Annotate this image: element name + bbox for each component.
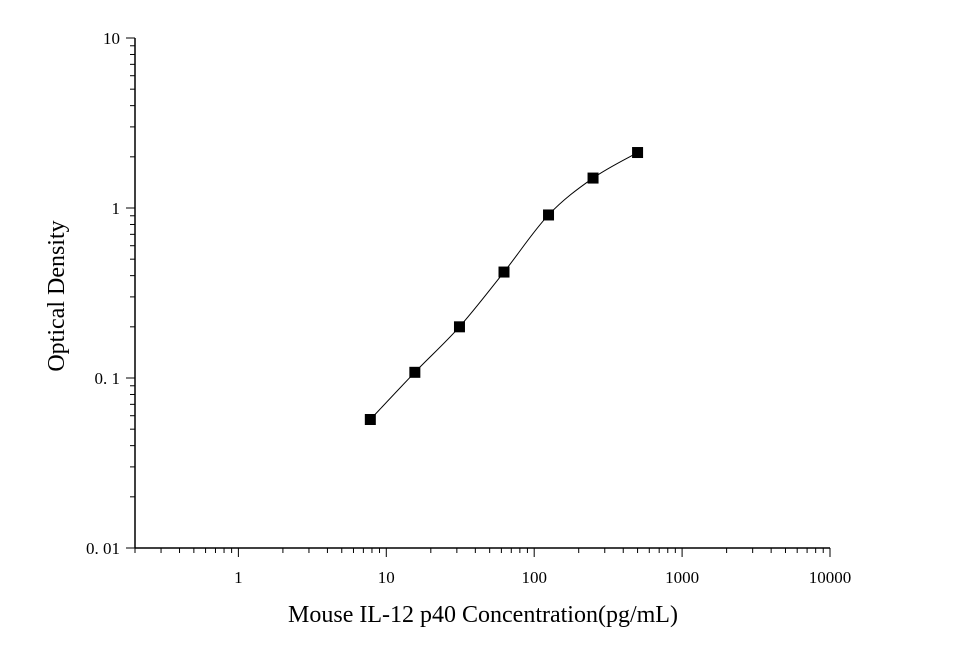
x-ticks: 1 10 100 1000 10000 xyxy=(134,548,852,587)
x-tick-label: 1 xyxy=(234,568,243,587)
data-series xyxy=(364,147,644,426)
x-tick-label: 10 xyxy=(378,568,395,587)
x-tick-label: 10000 xyxy=(809,568,852,587)
y-axis-title: Optical Density xyxy=(44,220,70,371)
y-tick-label: 0. 1 xyxy=(95,369,121,388)
data-point-marker xyxy=(632,147,644,159)
data-point-marker xyxy=(498,266,510,278)
x-axis-title: Mouse IL-12 p40 Concentration(pg/mL) xyxy=(288,602,678,628)
data-point-marker xyxy=(453,321,465,333)
data-point-marker xyxy=(409,366,421,378)
axes xyxy=(134,38,830,549)
series-line xyxy=(369,152,638,420)
y-ticks: 0. 01 0. 1 1 10 xyxy=(86,29,135,558)
y-tick-label: 10 xyxy=(103,29,120,48)
x-tick-label: 100 xyxy=(521,568,547,587)
data-point-marker xyxy=(364,414,376,426)
data-point-marker xyxy=(587,172,599,184)
y-tick-label: 0. 01 xyxy=(86,539,120,558)
x-tick-label: 1000 xyxy=(665,568,699,587)
data-point-marker xyxy=(543,209,555,221)
y-tick-label: 1 xyxy=(112,199,121,218)
